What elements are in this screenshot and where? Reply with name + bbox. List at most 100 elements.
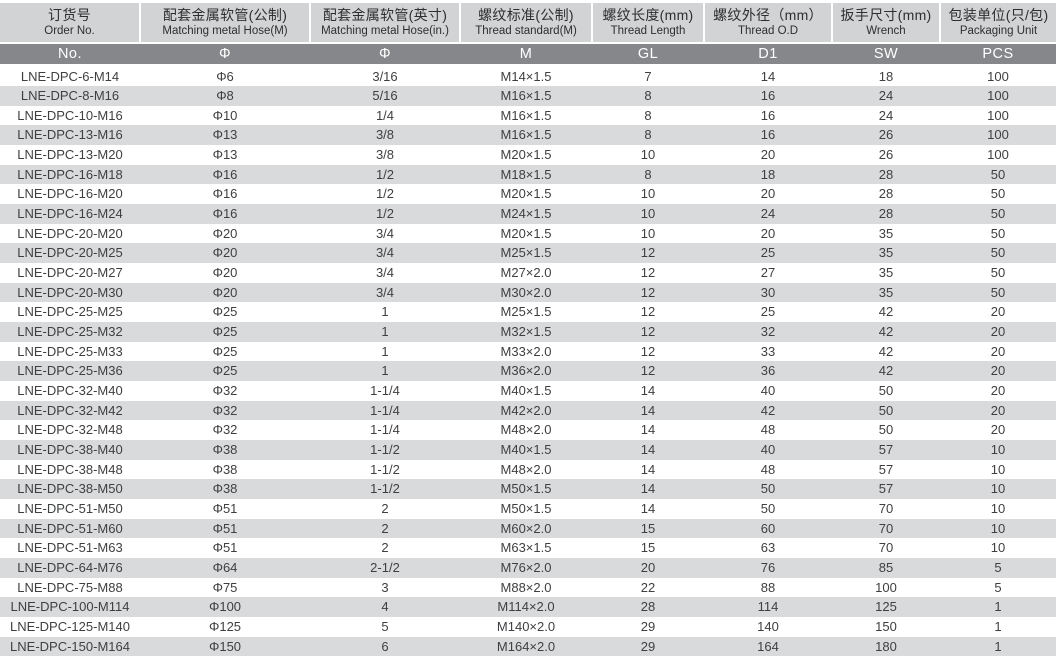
- cell-thread-length: 7: [644, 68, 652, 84]
- cell-thread-standard: M48×2.0: [500, 461, 552, 477]
- cell-wrench: 24: [878, 107, 894, 123]
- header-code-wrench: SW: [832, 43, 940, 67]
- cell-order-no: LNE-DPC-20-M30: [0, 282, 140, 303]
- cell-thread-standard: M24×1.5: [460, 204, 592, 224]
- header-code-thread-od: D1: [704, 43, 832, 67]
- cell-hose-inch: 5: [381, 618, 389, 634]
- cell-wrench: 24: [832, 86, 940, 106]
- cell-packaging: 100: [940, 86, 1056, 106]
- cell-thread-standard: M50×1.5: [460, 479, 592, 499]
- cell-thread-od: 20: [760, 225, 776, 241]
- cell-thread-od: 88: [760, 579, 776, 595]
- cell-order-no: LNE-DPC-125-M140: [10, 618, 130, 634]
- table-row: LNE-DPC-13-M16 Φ13 3/8 M16×1.5 8 16 26 100: [0, 125, 1056, 146]
- cell-thread-od: 16: [760, 107, 776, 123]
- cell-packaging: 20: [940, 322, 1056, 342]
- cell-thread-od: 25: [704, 243, 832, 264]
- cell-hose-metric: Φ20: [212, 265, 238, 281]
- header-packaging: 包装单位(只/包) Packaging Unit: [940, 3, 1056, 44]
- header-code-thread-length: GL: [592, 43, 704, 67]
- cell-hose-metric: Φ16: [212, 186, 238, 202]
- cell-thread-od: 63: [760, 540, 776, 556]
- cell-hose-metric: Φ20: [140, 282, 310, 303]
- cell-wrench: 42: [878, 304, 894, 320]
- table-row: LNE-DPC-16-M24 Φ16 1/2 M24×1.5 10 24 28 50: [0, 204, 1056, 224]
- table-row: LNE-DPC-20-M27 Φ20 3/4 M27×2.0 12 27 35 50: [0, 263, 1056, 283]
- cell-packaging: 5: [994, 579, 1002, 595]
- cell-wrench: 70: [878, 500, 894, 516]
- cell-thread-standard: M164×2.0: [460, 636, 592, 657]
- cell-hose-inch: 2: [310, 518, 460, 539]
- cell-hose-metric: Φ75: [212, 579, 238, 595]
- cell-hose-metric: Φ13: [212, 147, 238, 163]
- cell-packaging: 20: [940, 400, 1056, 421]
- header-thread-standard-zh: 螺纹标准(公制): [478, 7, 574, 23]
- header-hose-inch-en: Matching metal Hose(in.): [321, 25, 449, 37]
- cell-thread-standard: M60×2.0: [460, 518, 592, 539]
- cell-packaging: 100: [987, 68, 1009, 84]
- cell-hose-metric: Φ20: [140, 243, 310, 264]
- cell-order-no: LNE-DPC-8-M16: [0, 86, 140, 106]
- table-row: LNE-DPC-25-M25 Φ25 1 M25×1.5 12 25 42 20: [0, 302, 1056, 322]
- header-packaging-zh: 包装单位(只/包): [948, 7, 1049, 23]
- cell-thread-od: 114: [704, 597, 832, 617]
- cell-wrench: 70: [832, 518, 940, 539]
- cell-thread-od: 48: [760, 422, 776, 438]
- cell-hose-inch: 2-1/2: [310, 557, 460, 578]
- header-hose-metric-en: Matching metal Hose(M): [162, 25, 288, 37]
- cell-thread-length: 14: [640, 500, 656, 516]
- cell-thread-od: 50: [760, 500, 776, 516]
- cell-thread-standard: M40×1.5: [460, 439, 592, 460]
- cell-thread-length: 12: [592, 361, 704, 381]
- cell-thread-od: 32: [704, 322, 832, 342]
- cell-hose-inch: 1/2: [310, 204, 460, 224]
- cell-hose-inch: 1/2: [310, 164, 460, 185]
- cell-order-no: LNE-DPC-16-M24: [0, 204, 140, 224]
- header-thread-od: 螺纹外径（mm） Thread O.D: [704, 3, 833, 44]
- cell-hose-metric: Φ100: [140, 597, 310, 617]
- header-hose-metric-zh: 配套金属软管(公制): [162, 7, 288, 23]
- cell-order-no: LNE-DPC-6-M14: [20, 68, 120, 84]
- table-row: LNE-DPC-51-M50 Φ51 2 M50×1.5 14 50 70 10: [0, 499, 1056, 519]
- table-row: LNE-DPC-38-M50 Φ38 1-1/2 M50×1.5 14 50 57 10: [0, 479, 1056, 499]
- cell-hose-inch: 1: [310, 322, 460, 342]
- cell-hose-inch: 3/16: [372, 68, 398, 84]
- header-hose-inch-zh: 配套金属软管(英寸): [322, 7, 448, 23]
- cell-packaging: 10: [940, 518, 1056, 539]
- cell-hose-metric: Φ25: [140, 322, 310, 342]
- cell-wrench: 28: [832, 164, 940, 185]
- cell-wrench: 57: [832, 479, 940, 499]
- cell-packaging: 50: [940, 282, 1056, 303]
- header-hose-metric: 配套金属软管(公制) Matching metal Hose(M): [140, 3, 311, 44]
- table-row: LNE-DPC-10-M16 Φ10 1/4 M16×1.5 8 16 24 100: [0, 106, 1056, 126]
- table-row: LNE-DPC-6-M14 Φ6 3/16 M14×1.5 7 14 18 100: [0, 65, 1056, 86]
- cell-packaging: 50: [990, 225, 1006, 241]
- cell-hose-metric: Φ32: [212, 383, 238, 398]
- cell-hose-inch: 1: [381, 343, 389, 359]
- cell-thread-standard: M40×1.5: [500, 383, 552, 398]
- table-header: 订货号 Order No. 配套金属软管(公制) Matching metal Hos…: [0, 3, 1056, 67]
- cell-wrench: 100: [875, 579, 897, 595]
- cell-order-no: LNE-DPC-20-M27: [17, 265, 123, 281]
- cell-thread-length: 8: [592, 164, 704, 185]
- cell-thread-length: 12: [640, 304, 656, 320]
- header-code-order-no: No.: [0, 43, 140, 67]
- cell-hose-metric: Φ51: [212, 540, 238, 556]
- cell-wrench: 85: [832, 557, 940, 578]
- cell-thread-standard: M32×1.5: [460, 322, 592, 342]
- cell-thread-length: 12: [592, 243, 704, 264]
- cell-hose-inch: 2: [381, 540, 389, 556]
- cell-wrench: 70: [878, 540, 894, 556]
- table-row: LNE-DPC-38-M48 Φ38 1-1/2 M48×2.0 14 48 57 10: [0, 460, 1056, 480]
- cell-order-no: LNE-DPC-51-M63: [17, 540, 123, 556]
- cell-thread-standard: M20×1.5: [500, 225, 552, 241]
- cell-thread-length: 14: [640, 461, 656, 477]
- table-row: LNE-DPC-8-M16 Φ8 5/16 M16×1.5 8 16 24 100: [0, 86, 1056, 106]
- cell-wrench: 50: [878, 422, 894, 438]
- cell-hose-metric: Φ150: [140, 636, 310, 657]
- cell-packaging: 20: [990, 304, 1006, 320]
- cell-hose-inch: 6: [310, 636, 460, 657]
- cell-hose-metric: Φ8: [140, 86, 310, 106]
- cell-hose-metric: Φ16: [140, 204, 310, 224]
- cell-thread-od: 27: [760, 265, 776, 281]
